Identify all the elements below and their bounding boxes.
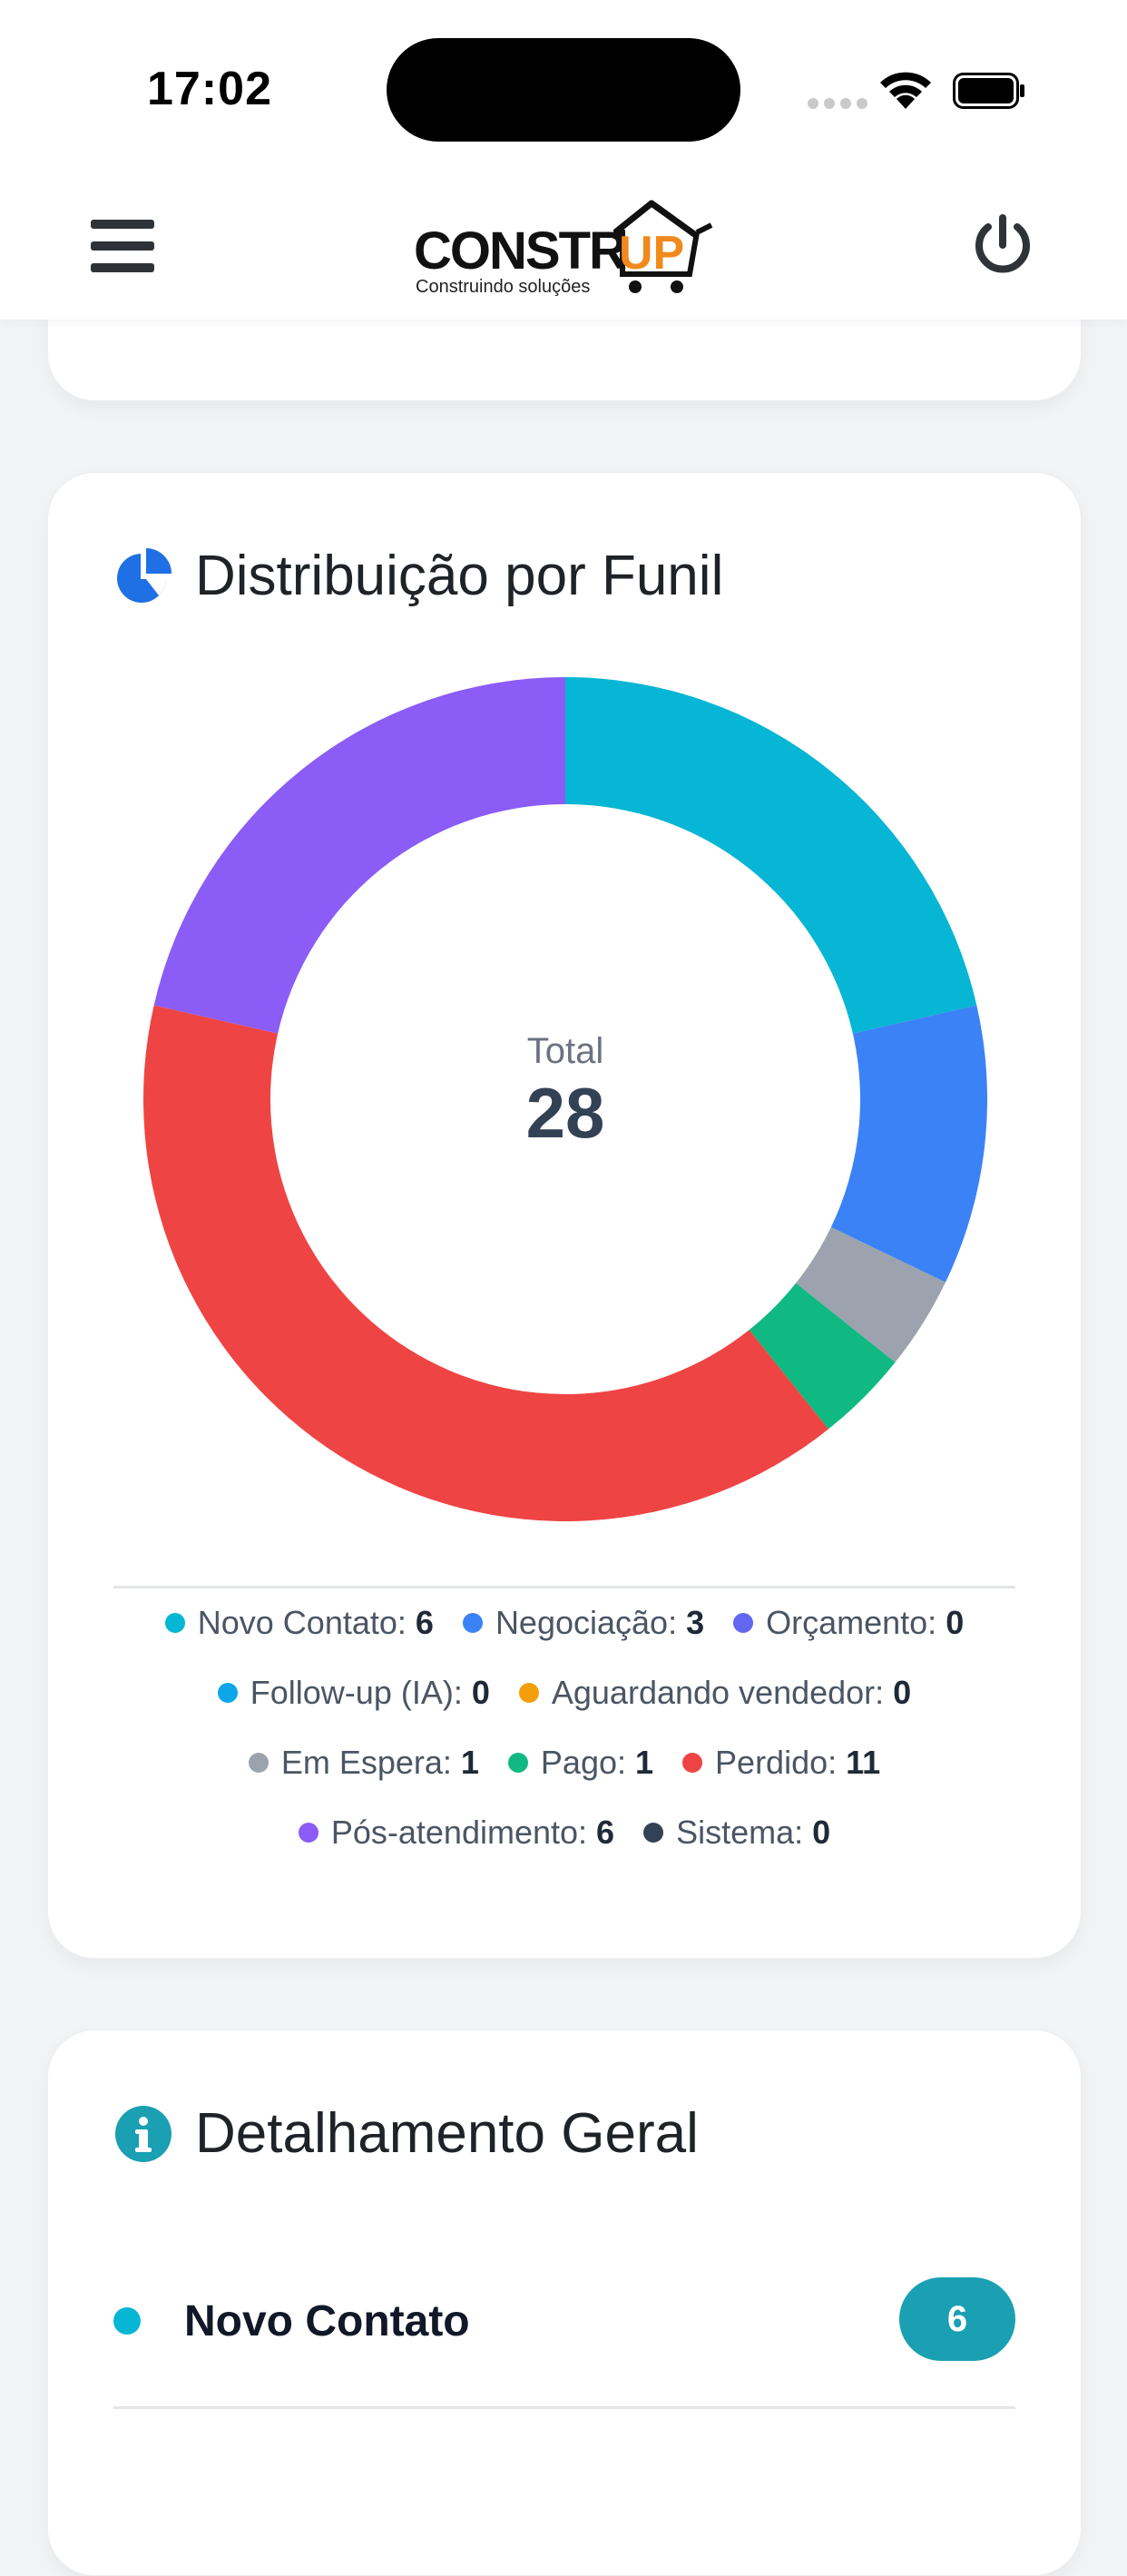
status-bar: 17:02 [0,0,1127,172]
legend-item[interactable]: Novo Contato: 6 [164,1603,434,1642]
legend-item[interactable]: Negociação: 3 [462,1603,705,1642]
donut-slice-perdido[interactable] [143,1005,828,1521]
legend-label: Novo Contato: [197,1603,407,1641]
legend-item[interactable]: Perdido: 11 [682,1744,880,1782]
battery-icon [953,73,1024,109]
top-app-bar: CONSTR UP Construindo soluções [0,172,1127,320]
legend-color-dot [462,1612,483,1633]
legend-color-dot [164,1612,185,1633]
legend-item[interactable]: Orçamento: 0 [733,1604,964,1642]
donut-slice-novo-contato[interactable] [565,677,977,1034]
legend-color-dot [507,1752,528,1773]
legend-value: 1 [635,1743,654,1781]
legend-label: Follow-up (IA): [250,1673,463,1711]
donut-slice-p-s-atendimento[interactable] [153,677,566,1034]
svg-text:UP: UP [619,227,684,280]
cellular-signal-icon [808,98,867,109]
donut-slice-negocia-o[interactable] [830,1005,987,1283]
legend-value: 3 [686,1603,705,1641]
legend-row: Pós-atendimento: 6 Sistema: 0 [84,1797,1044,1867]
legend-item[interactable]: Pós-atendimento: 6 [298,1813,615,1852]
hamburger-icon [91,220,154,229]
svg-text:CONSTR: CONSTR [414,221,626,280]
detail-row-name: Novo Contato [184,2296,470,2345]
general-detail-card: Detalhamento Geral Novo Contato 6 [47,2030,1082,2576]
legend-label: Negociação: [495,1603,678,1641]
legend-label: Pago: [540,1743,626,1781]
legend-value: 0 [812,1813,831,1851]
status-dot [113,2307,141,2335]
legend-value: 0 [946,1603,965,1641]
chart-total-label: Total [527,1031,604,1071]
chart-total-value: 28 [526,1073,605,1153]
pie-chart-icon [117,547,172,603]
legend-item[interactable]: Sistema: 0 [643,1814,830,1852]
funnel-distribution-card: Distribuição por Funil Total 28 Novo Con… [47,472,1082,1959]
menu-button[interactable] [91,220,154,272]
legend-color-dot [248,1752,269,1773]
detail-row-novo-contato[interactable]: Novo Contato 6 [113,2276,1015,2366]
detail-card-header: Detalhamento Geral [113,2101,699,2166]
legend-color-dot [217,1682,238,1703]
funnel-donut-chart: Total 28 [143,677,987,1521]
power-logout-button[interactable] [967,211,1038,281]
legend-row: Novo Contato: 6 Negociação: 3 Orçamento: 0 [84,1588,1044,1657]
donut-slice-pago[interactable] [749,1283,896,1430]
info-icon [115,2105,172,2162]
legend-value: 0 [471,1673,490,1711]
funnel-card-header: Distribuição por Funil [113,544,723,608]
legend-color-dot [733,1612,754,1633]
legend-value: 6 [415,1603,434,1641]
wifi-icon [880,72,931,109]
legend-value: 0 [893,1673,912,1711]
legend-item[interactable]: Em Espera: 1 [248,1743,479,1782]
legend-item[interactable]: Follow-up (IA): 0 [217,1673,490,1712]
row-divider [113,2406,1015,2409]
legend-item[interactable]: Pago: 1 [507,1743,654,1782]
legend-value: 11 [846,1743,881,1781]
legend-value: 6 [596,1813,615,1851]
legend-value: 1 [460,1743,479,1781]
legend-color-dot [298,1822,318,1843]
legend-label: Orçamento: [766,1603,937,1641]
legend-row: Em Espera: 1 Pago: 1 Perdido: 11 [84,1727,1044,1797]
legend-label: Em Espera: [280,1743,452,1781]
detail-card-title: Detalhamento Geral [195,2102,699,2165]
status-time: 17:02 [147,63,272,115]
legend-label: Perdido: [715,1743,838,1781]
constrУp-logo: CONSTR UP Construindo soluções [414,200,713,297]
legend-color-dot [643,1822,664,1843]
legend-divider [113,1586,1015,1588]
svg-text:Construindo soluções: Construindo soluções [416,277,590,297]
donut-slice-em-espera[interactable] [796,1227,946,1362]
legend-label: Sistema: [676,1813,804,1851]
funnel-card-title: Distribuição por Funil [195,545,724,607]
legend-label: Pós-atendimento: [330,1813,588,1851]
legend-label: Aguardando vendedor: [551,1673,885,1711]
count-badge: 6 [899,2277,1015,2361]
dynamic-island [387,38,740,142]
chart-legend: Novo Contato: 6 Negociação: 3 Orçamento: 0 Fol… [84,1588,1044,1867]
legend-row: Follow-up (IA): 0 Aguardando vendedor: 0 [84,1657,1044,1727]
legend-color-dot [518,1682,539,1703]
legend-item[interactable]: Aguardando vendedor: 0 [518,1673,912,1712]
legend-color-dot [682,1752,703,1773]
